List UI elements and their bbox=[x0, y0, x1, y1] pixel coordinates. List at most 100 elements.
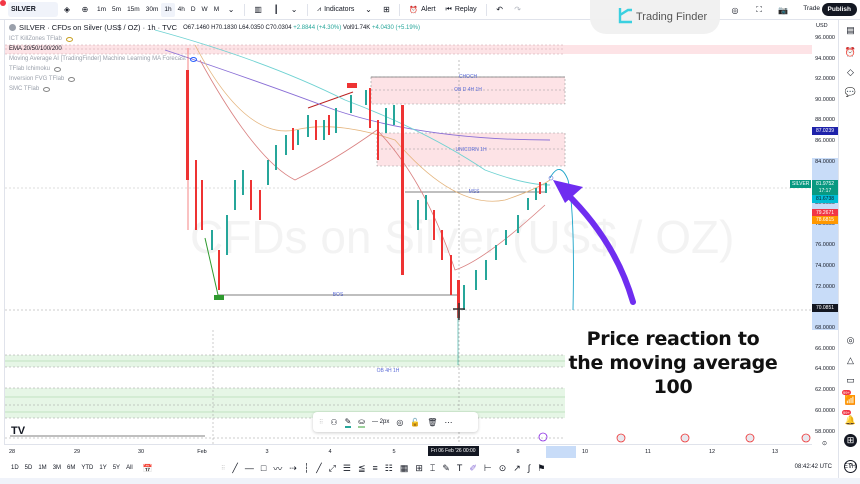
tf-5m[interactable]: 5m bbox=[112, 6, 122, 13]
highlighter-icon[interactable]: ✐ bbox=[469, 462, 477, 473]
trade-button[interactable]: Trade bbox=[803, 5, 820, 12]
chat-icon[interactable]: 💬 bbox=[844, 87, 857, 97]
lock-icon[interactable]: 🔓 bbox=[410, 417, 421, 427]
add-symbol-icon[interactable]: ⊕ bbox=[81, 5, 89, 14]
chevron-down-icon[interactable]: ⌄ bbox=[290, 5, 298, 14]
vertical-line-icon[interactable]: ┆ bbox=[303, 462, 310, 473]
calendar-icon[interactable]: ▭ bbox=[846, 375, 855, 385]
symbol-search[interactable]: SILVER bbox=[8, 2, 58, 17]
range-3m[interactable]: 3M bbox=[52, 465, 62, 471]
extended-line-icon[interactable]: ⤢ bbox=[328, 462, 336, 473]
fib-extension-icon[interactable]: ☷ bbox=[384, 462, 393, 473]
ray-icon[interactable]: ╱ bbox=[316, 462, 322, 473]
line-color-icon[interactable]: ✎ bbox=[344, 416, 352, 428]
price-axis[interactable]: USD 96.0000 94.0000 92.0000 90.0000 88.0… bbox=[812, 20, 838, 447]
apps-grid-icon[interactable]: ⊞ bbox=[844, 434, 857, 447]
alerts-icon[interactable]: ⏰ bbox=[844, 47, 857, 57]
notifications-icon[interactable]: 🔔 bbox=[844, 415, 857, 425]
templates-icon[interactable]: ⚇ bbox=[330, 417, 338, 427]
candle-style-icon[interactable]: ┃ bbox=[273, 5, 279, 14]
redo-icon[interactable]: ↷ bbox=[514, 5, 521, 14]
news-feed-icon[interactable]: 📶 bbox=[844, 395, 857, 405]
range-1m[interactable]: 1M bbox=[38, 465, 47, 471]
time-axis[interactable]: 28 29 30 Feb 3 4 5 Fri 06 Feb '26 00:00 … bbox=[4, 444, 812, 458]
currency-selector[interactable]: USD bbox=[816, 23, 828, 29]
horizontal-ray-icon[interactable]: — bbox=[244, 463, 254, 473]
range-ytd[interactable]: YTD bbox=[81, 465, 94, 471]
undo-icon[interactable]: ↶ bbox=[496, 5, 503, 14]
tf-w[interactable]: W bbox=[201, 6, 208, 13]
indicators-button[interactable]: ⩘ Indicators bbox=[312, 3, 359, 17]
parallel-channel-icon[interactable]: ☰ bbox=[342, 462, 351, 473]
more-icon[interactable]: ⋯ bbox=[444, 417, 453, 427]
eye-icon[interactable] bbox=[68, 76, 76, 82]
indicator-inversion-fvg[interactable]: Inversion FVG TFlab bbox=[9, 76, 420, 82]
indicator-ichimoku[interactable]: TFlab Ichimoku bbox=[9, 66, 420, 72]
circle-icon[interactable]: ⊙ bbox=[498, 462, 507, 473]
tf-1h[interactable]: 1h bbox=[161, 2, 175, 17]
target-icon[interactable]: ◎ bbox=[846, 335, 855, 345]
axis-settings-icon[interactable]: ⊙ bbox=[822, 441, 828, 447]
help-icon[interactable]: ? bbox=[844, 460, 857, 473]
tf-4h[interactable]: 4h bbox=[177, 6, 185, 13]
text-icon[interactable]: T bbox=[456, 463, 463, 473]
range-5d[interactable]: 5D bbox=[24, 465, 33, 471]
session-selector[interactable]: ETH bbox=[844, 464, 856, 470]
fib-retracement-icon[interactable]: ≦ bbox=[357, 462, 366, 473]
chevron-down-icon[interactable]: ⌄ bbox=[365, 5, 372, 14]
drag-handle-icon[interactable]: ⠿ bbox=[319, 419, 324, 426]
indicator-smc[interactable]: SMC TFlab bbox=[9, 86, 420, 92]
alert-button[interactable]: ⏰ Alert bbox=[404, 3, 440, 17]
fullscreen-icon[interactable]: ⛶ bbox=[756, 5, 762, 14]
compare-icon[interactable]: ◈ bbox=[63, 5, 71, 14]
range-all[interactable]: All bbox=[126, 465, 133, 471]
text-cursor-icon[interactable]: ⌶ bbox=[429, 462, 436, 473]
eye-icon[interactable] bbox=[189, 56, 197, 62]
tf-1m[interactable]: 1m bbox=[97, 6, 107, 13]
eye-icon[interactable] bbox=[54, 66, 62, 72]
range-1y[interactable]: 1Y bbox=[99, 465, 107, 471]
indicator-ict-killzones[interactable]: ICT KillZones TFlab bbox=[9, 36, 420, 42]
trend-line-icon[interactable]: ╱ bbox=[232, 462, 238, 473]
tf-d[interactable]: D bbox=[190, 6, 196, 13]
drag-handle-icon[interactable]: ⠿ bbox=[221, 465, 226, 472]
settings-icon[interactable]: ◎ bbox=[731, 5, 739, 15]
camera-icon[interactable]: 📷 bbox=[778, 5, 788, 15]
measure-icon[interactable]: ⊢ bbox=[483, 462, 492, 473]
range-5y[interactable]: 5Y bbox=[112, 465, 121, 471]
trash-icon[interactable]: 🗑 bbox=[427, 417, 438, 427]
range-6m[interactable]: 6M bbox=[67, 465, 76, 471]
range-1d[interactable]: 1D bbox=[11, 465, 19, 471]
grid-icon[interactable]: ⊞ bbox=[415, 462, 423, 473]
ideas-icon[interactable]: △ bbox=[847, 355, 854, 365]
fib-channel-icon[interactable]: ≡ bbox=[372, 463, 378, 473]
curve-icon[interactable]: ∫ bbox=[527, 463, 531, 473]
chevron-down-icon[interactable]: ⌄ bbox=[227, 5, 235, 14]
tf-15m[interactable]: 15m bbox=[127, 6, 140, 13]
flag-icon[interactable]: ⚑ bbox=[537, 462, 546, 473]
rectangle-icon[interactable]: □ bbox=[260, 463, 267, 473]
arc-icon[interactable]: ↗ bbox=[513, 462, 521, 473]
timezone-clock[interactable]: 08:42:42 UTC bbox=[794, 464, 832, 470]
eye-icon[interactable] bbox=[43, 86, 51, 92]
layers-icon[interactable]: ◇ bbox=[847, 67, 854, 77]
gann-box-icon[interactable]: ▦ bbox=[399, 462, 409, 473]
legend-title[interactable]: SILVER · CFDs on Silver (US$ / OZ) · 1h … bbox=[19, 23, 178, 32]
fill-color-icon[interactable]: ⛀ bbox=[358, 416, 365, 428]
brush-icon[interactable]: ✎ bbox=[442, 462, 450, 473]
horizontal-line-icon[interactable]: ⇢ bbox=[289, 462, 297, 473]
eye-icon[interactable] bbox=[65, 36, 73, 42]
publish-button[interactable]: Publish bbox=[821, 3, 857, 16]
tf-m[interactable]: M bbox=[213, 6, 220, 13]
indicator-ma-ai[interactable]: Moving Average AI [TradingFinder] Machin… bbox=[9, 56, 420, 62]
templates-icon[interactable]: ⊞ bbox=[383, 5, 390, 14]
tf-30m[interactable]: 30m bbox=[145, 6, 159, 13]
indicator-ema[interactable]: EMA 20/50/100/200 bbox=[9, 46, 420, 52]
watchlist-icon[interactable]: ▤ bbox=[846, 25, 855, 35]
path-icon[interactable]: 〰 bbox=[273, 463, 283, 474]
bar-style-icon[interactable]: ▥ bbox=[254, 5, 262, 14]
line-width-control[interactable]: — 2px bbox=[371, 419, 390, 425]
chart-pane[interactable]: CFDs on Silver (US$ / OZ) bbox=[4, 20, 812, 444]
go-to-date-icon[interactable]: 📅 bbox=[142, 463, 153, 473]
replay-button[interactable]: ⏮ Replay bbox=[441, 3, 482, 17]
